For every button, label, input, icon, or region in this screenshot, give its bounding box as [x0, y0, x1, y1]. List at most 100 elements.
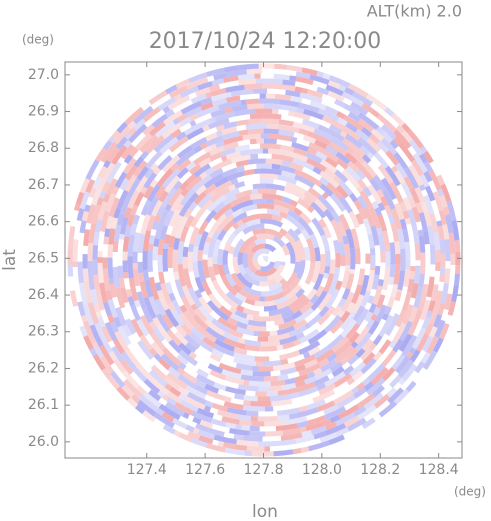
- echo-cell: [331, 366, 345, 378]
- echo-cell: [413, 286, 424, 309]
- echo-cell: [180, 187, 190, 197]
- echo-cell: [273, 204, 281, 211]
- echo-cell: [239, 148, 263, 157]
- echo-cell: [211, 318, 231, 334]
- echo-cell: [111, 345, 125, 363]
- echo-cell: [317, 124, 325, 132]
- echo-cell: [309, 100, 327, 111]
- echo-cell: [250, 153, 259, 160]
- echo-cell: [132, 105, 154, 125]
- echo-cell: [439, 239, 446, 254]
- echo-cell: [76, 208, 85, 222]
- echo-cell: [151, 113, 169, 128]
- echo-cell: [217, 316, 238, 332]
- echo-cell: [104, 228, 111, 238]
- echo-cell: [408, 306, 419, 323]
- echo-cell: [268, 385, 282, 392]
- echo-cell: [414, 243, 421, 261]
- echo-cell: [443, 293, 453, 311]
- echo-cell: [174, 279, 186, 299]
- echo-cell: [373, 151, 389, 169]
- echo-cell: [393, 388, 410, 405]
- echo-cell: [203, 173, 225, 189]
- echo-cell: [282, 79, 296, 87]
- echo-cell: [185, 77, 209, 90]
- echo-cell: [380, 177, 397, 200]
- echo-cell: [83, 280, 93, 304]
- echo-cell: [197, 249, 204, 261]
- echo-cell: [266, 264, 285, 282]
- echo-cell: [120, 359, 134, 375]
- echo-cell: [446, 200, 457, 221]
- echo-cell: [89, 347, 98, 357]
- echo-cell: [191, 410, 213, 424]
- echo-cell: [219, 305, 233, 318]
- echo-cell: [192, 261, 200, 279]
- echo-cell: [419, 252, 426, 275]
- echo-cell: [201, 280, 213, 296]
- y-tick-label: 26.4: [28, 287, 59, 303]
- echo-cell: [235, 304, 245, 313]
- echo-cell: [102, 140, 113, 151]
- echo-cell: [384, 306, 392, 316]
- echo-cell: [377, 214, 386, 227]
- echo-cell: [235, 362, 253, 371]
- echo-cell: [147, 184, 161, 202]
- echo-cell: [277, 124, 300, 134]
- echo-cell: [123, 378, 142, 398]
- echo-cell: [345, 273, 355, 290]
- echo-cell: [259, 261, 276, 272]
- echo-cell: [294, 174, 315, 189]
- echo-cell: [213, 434, 237, 445]
- echo-cell: [392, 322, 407, 344]
- echo-cell: [257, 416, 278, 422]
- echo-cell: [373, 306, 381, 316]
- echo-cell: [313, 128, 332, 141]
- echo-cell: [170, 128, 182, 139]
- echo-cell: [222, 264, 230, 275]
- echo-cell: [286, 64, 303, 73]
- echo-cell: [351, 151, 365, 165]
- echo-cell: [288, 293, 307, 310]
- echo-cell: [194, 379, 207, 389]
- echo-cell: [436, 220, 443, 227]
- echo-cell: [306, 157, 327, 173]
- echo-cell: [295, 373, 309, 383]
- echo-cell: [410, 283, 419, 299]
- echo-cell: [200, 101, 214, 111]
- echo-cell: [338, 404, 360, 420]
- echo-cell: [169, 162, 179, 172]
- echo-cell: [285, 89, 301, 98]
- echo-cell: [211, 230, 221, 241]
- echo-cell: [266, 390, 279, 397]
- echo-cell: [122, 260, 128, 273]
- echo-cell: [334, 169, 349, 184]
- echo-cell: [162, 424, 176, 435]
- echo-cell: [440, 183, 452, 202]
- echo-cell: [366, 363, 386, 382]
- echo-cell: [444, 268, 451, 284]
- echo-cell: [180, 323, 193, 336]
- echo-cell: [333, 344, 355, 364]
- echo-cell: [219, 291, 239, 310]
- echo-cell: [328, 124, 343, 135]
- echo-cell: [327, 90, 345, 103]
- echo-cell: [361, 417, 376, 430]
- echo-cell: [331, 305, 342, 317]
- echo-cell: [106, 146, 120, 163]
- echo-cell: [148, 296, 161, 316]
- echo-cell: [173, 271, 180, 281]
- echo-cell: [299, 426, 307, 433]
- echo-cell: [235, 424, 242, 430]
- echo-cell: [217, 264, 226, 278]
- echo-cell: [378, 314, 394, 338]
- echo-cell: [280, 432, 303, 441]
- echo-cell: [234, 181, 246, 189]
- echo-cell: [314, 368, 333, 381]
- echo-cell: [105, 290, 113, 301]
- echo-cell: [116, 386, 131, 401]
- echo-cell: [258, 440, 279, 447]
- echo-cell: [281, 309, 295, 319]
- echo-cell: [221, 369, 242, 380]
- echo-cell: [393, 264, 401, 285]
